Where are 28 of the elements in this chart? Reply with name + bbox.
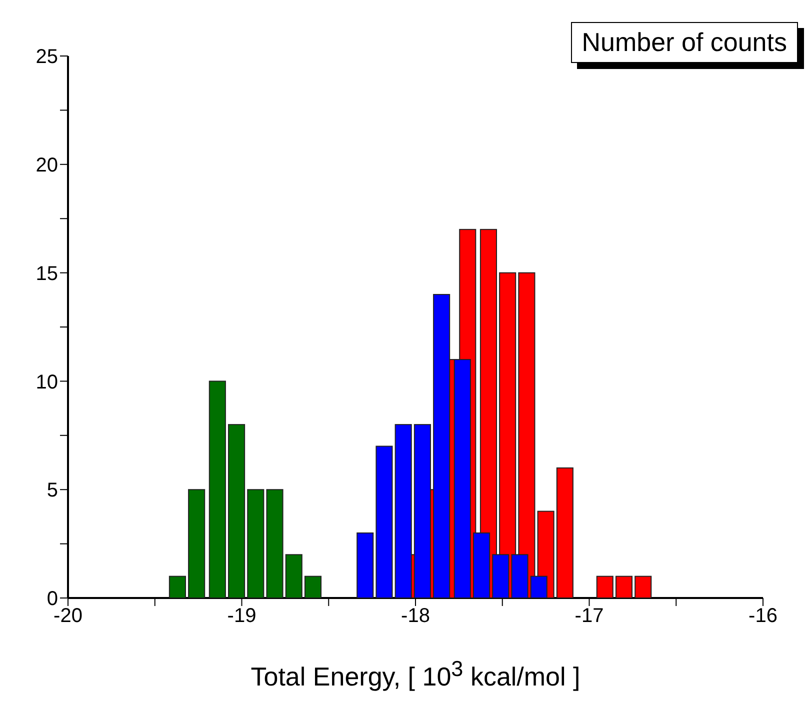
- y-tick-label: 20: [36, 154, 58, 176]
- bar: [208, 380, 226, 598]
- x-tick-label: -17: [574, 605, 604, 628]
- bar: [304, 576, 322, 598]
- bar: [634, 576, 652, 598]
- bar: [266, 489, 284, 598]
- y-axis-title: Number of counts: [570, 22, 798, 63]
- bar: [433, 294, 450, 598]
- y-tick-label: 25: [36, 46, 58, 68]
- x-tick-label: -16: [748, 605, 778, 628]
- bar: [247, 489, 264, 598]
- bar: [285, 554, 302, 598]
- y-tick-label: 15: [36, 262, 58, 285]
- bar: [356, 532, 374, 598]
- bar: [596, 576, 614, 598]
- x-axis-title: Total Energy, [ 10$^{3}$ kcal/mol ]: [250, 656, 582, 693]
- x-tick-label: -18: [401, 605, 430, 628]
- bar: [394, 424, 412, 598]
- bar: [376, 446, 393, 598]
- bar: [615, 576, 633, 598]
- bar: [168, 576, 186, 598]
- bar: [414, 424, 431, 598]
- y-tick-label: 10: [36, 371, 58, 394]
- y-tick-label: 5: [46, 480, 58, 502]
- bar: [556, 467, 574, 598]
- bar: [188, 489, 206, 598]
- bar: [228, 424, 246, 598]
- x-tick-label: -19: [227, 605, 256, 628]
